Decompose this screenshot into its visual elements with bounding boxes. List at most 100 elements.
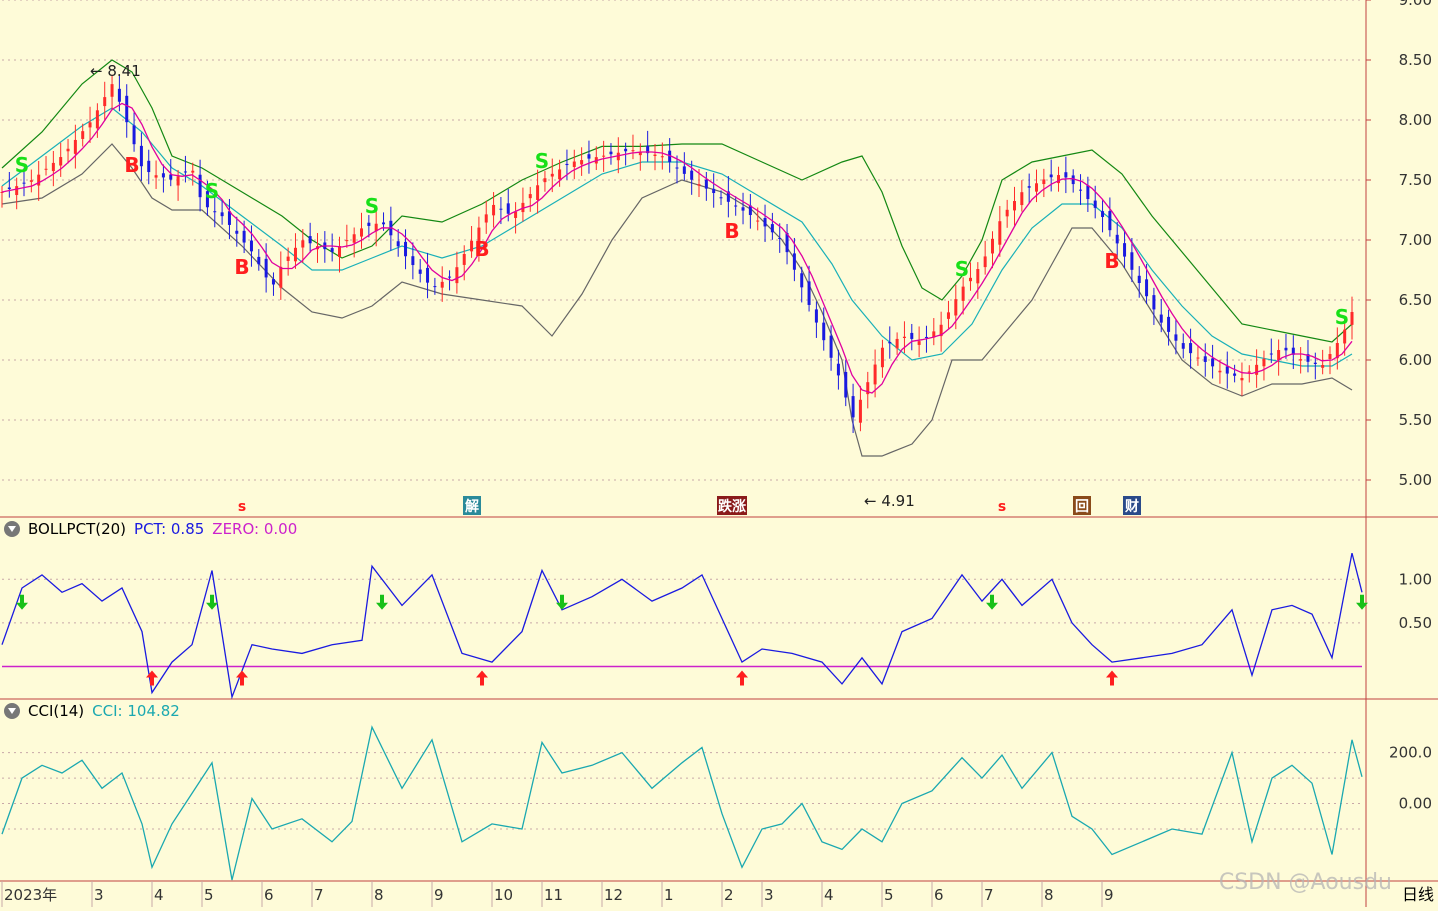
candle-body [1218, 370, 1222, 373]
candle-body [895, 338, 899, 349]
x-tick-label: 4 [824, 886, 834, 904]
candle-body [352, 234, 356, 243]
candle-body [734, 205, 738, 207]
boll-tick-label: 1.00 [1399, 570, 1432, 588]
candle-body [990, 238, 994, 254]
candle-body [1130, 252, 1134, 270]
event-marker-box [717, 496, 747, 515]
candle-body [1291, 347, 1295, 355]
candle-body [1335, 343, 1339, 359]
candle-body [814, 309, 818, 323]
candle-body [1240, 377, 1244, 381]
candle-body [1299, 359, 1303, 361]
bollpct-header: BOLLPCT(20) PCT: 0.85 ZERO: 0.00 [4, 520, 297, 538]
candle-body [785, 232, 789, 253]
candle-body [565, 163, 569, 166]
candle-body [1167, 316, 1171, 332]
candle-body [748, 205, 752, 216]
candle-body [1225, 366, 1229, 374]
x-tick-label: 6 [264, 886, 274, 904]
candle-body [888, 341, 892, 344]
candle-body [15, 186, 19, 196]
candle-body [433, 286, 437, 288]
candle-body [1211, 358, 1215, 367]
x-tick-label: 6 [934, 886, 944, 904]
candle-body [132, 125, 136, 145]
buy-signal: B [124, 153, 139, 177]
candle-body [1027, 186, 1031, 188]
candle-body [51, 162, 55, 172]
candle-body [961, 286, 965, 301]
candle-body [492, 204, 496, 216]
candle-body [1247, 371, 1251, 373]
short-ma-line [1, 102, 1353, 394]
candle-body [455, 267, 459, 284]
candle-body [1196, 357, 1200, 359]
event-marker-label: 解 [465, 498, 479, 515]
candle-body [690, 170, 694, 180]
candle-body [1005, 209, 1009, 217]
down-arrow-icon [16, 594, 28, 610]
candle-body [1306, 354, 1310, 362]
candle-body [477, 227, 481, 247]
candle-body [1328, 354, 1332, 360]
event-marker-label: s [998, 499, 1006, 515]
candle-body [704, 179, 708, 189]
watermark: CSDN @Aousdu [1218, 870, 1392, 895]
candle-body [220, 212, 224, 217]
candle-body [103, 97, 107, 107]
x-tick-label: 8 [374, 886, 384, 904]
candle-body [770, 224, 774, 233]
event-marker-label: s [238, 499, 246, 515]
candle-body [917, 341, 921, 345]
up-arrow-icon [146, 670, 158, 686]
candle-body [682, 166, 686, 174]
candle-body [631, 150, 635, 152]
price-tick-label: 8.00 [1399, 111, 1432, 129]
candle-body [1152, 295, 1156, 310]
upper-band-line [1, 59, 1353, 343]
candle-body [279, 266, 283, 288]
price-tick-label: 5.50 [1399, 411, 1432, 429]
candle-body [161, 173, 165, 178]
candle-body [205, 191, 209, 208]
collapse-cci-icon[interactable] [4, 703, 20, 719]
candle-body [154, 175, 158, 178]
candle-body [844, 371, 848, 398]
candle-body [1350, 312, 1354, 325]
candle-body [1123, 243, 1127, 257]
candle-body [1071, 175, 1075, 185]
candle-body [543, 178, 547, 183]
candle-body [719, 197, 723, 199]
candle-body [7, 187, 11, 190]
candle-body [1079, 189, 1083, 191]
candle-body [646, 145, 650, 154]
candle-body [616, 152, 620, 161]
mid-band-line [1, 107, 1353, 367]
candle-body [37, 174, 41, 186]
down-arrow-icon [1356, 594, 1368, 610]
candle-body [448, 276, 452, 278]
candle-body [924, 336, 928, 338]
candle-body [660, 156, 664, 158]
candle-body [264, 258, 268, 278]
candle-body [345, 240, 349, 242]
period-label[interactable]: 日线 [1401, 885, 1434, 904]
candle-body [301, 240, 305, 248]
candle-body [763, 218, 767, 227]
candle-body [1042, 179, 1046, 185]
candle-body [382, 222, 386, 225]
collapse-bollpct-icon[interactable] [4, 521, 20, 537]
candle-body [147, 160, 151, 173]
candle-body [528, 194, 532, 199]
candle-body [1013, 201, 1016, 211]
candle-body [910, 332, 914, 339]
price-tick-label: 7.00 [1399, 231, 1432, 249]
buy-signal: B [1104, 249, 1119, 273]
buy-signal: B [724, 219, 739, 243]
down-arrow-icon [206, 594, 218, 610]
candle-body [998, 221, 1002, 245]
candle-body [227, 211, 231, 225]
candle-body [1020, 192, 1024, 206]
candle-body [1343, 329, 1347, 344]
